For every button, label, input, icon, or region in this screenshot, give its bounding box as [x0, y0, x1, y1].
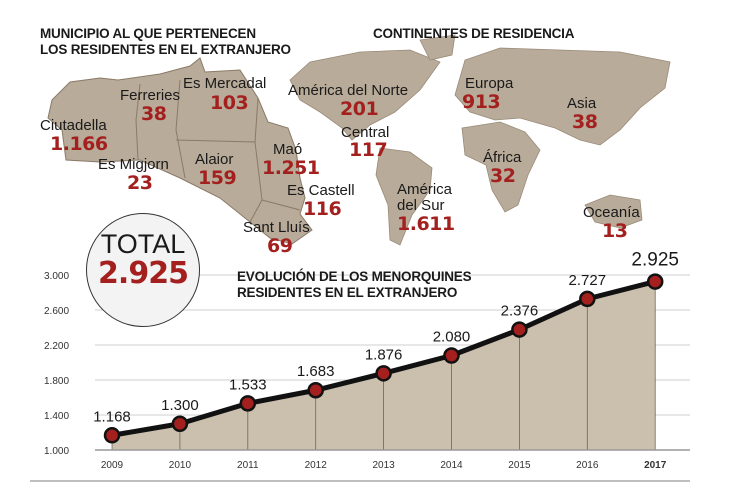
x-tick-label: 2013: [372, 460, 395, 471]
oceania-shape: [584, 194, 643, 229]
x-tick-label: 2010: [169, 460, 192, 471]
municipality-value: 38: [141, 103, 167, 125]
data-label: 2.080: [433, 329, 471, 346]
y-tick-label: 1.400: [44, 411, 69, 422]
continent-value: 13: [602, 220, 628, 242]
data-point: [375, 365, 392, 382]
data-point: [239, 395, 257, 412]
data-label: 1.168: [93, 408, 131, 425]
world-map: [289, 34, 671, 246]
north-america-shape: [289, 49, 441, 141]
continent-value: 201: [340, 98, 379, 120]
data-label: 1.876: [365, 346, 403, 363]
maps: [47, 34, 671, 246]
municipality-value: 116: [303, 198, 342, 220]
x-tick-label: 2014: [440, 460, 463, 471]
y-tick-label: 1.000: [44, 446, 69, 457]
data-point: [579, 290, 596, 308]
y-tick-label: 2.600: [44, 306, 69, 317]
x-tick-label: 2012: [305, 460, 328, 471]
south-america-shape: [375, 147, 433, 246]
continent-value: 913: [462, 91, 501, 113]
municipality-value: 103: [210, 92, 249, 114]
continent-name: Central: [341, 124, 390, 141]
europe-asia-shape: [454, 47, 671, 146]
x-tick-label: 2017: [644, 460, 667, 471]
continent-name: África: [483, 149, 522, 166]
data-label: 1.533: [229, 376, 267, 393]
continent-name: América: [397, 181, 453, 198]
municipality-name: Ferreries: [120, 87, 181, 104]
municipality-name: Es Mercadal: [183, 75, 267, 92]
y-tick-label: 2.200: [44, 341, 69, 352]
municipality-name: Sant Lluís: [243, 219, 310, 236]
x-tick-label: 2009: [101, 460, 124, 471]
y-tick-label: 3.000: [44, 271, 69, 282]
y-tick-label: 1.800: [44, 376, 69, 387]
continent-value: 1.611: [397, 213, 455, 235]
municipality-name: Es Castell: [287, 182, 355, 199]
continent-value: 38: [572, 111, 598, 133]
data-label: 2.376: [501, 303, 539, 320]
municipality-name: Ciutadella: [40, 117, 107, 134]
continent-value: 32: [490, 165, 516, 187]
municipality-value: 1.251: [262, 157, 320, 179]
municipality-name: Es Migjorn: [98, 156, 169, 173]
data-label: 1.300: [161, 397, 199, 414]
continent-name: América del Norte: [288, 82, 409, 99]
map-title-line1: MUNICIPIO AL QUE PERTENECEN: [40, 26, 256, 41]
chart-title-line2: RESIDENTES EN EL EXTRANJERO: [237, 285, 458, 300]
total-badge: TOTAL 2.925: [86, 213, 200, 327]
data-point: [646, 273, 664, 290]
municipality-name: Alaior: [195, 151, 234, 168]
data-label: 2.925: [631, 250, 679, 271]
municipality-value: 1.166: [50, 133, 108, 155]
total-label: TOTAL: [100, 229, 186, 259]
municipality-name: Maó: [273, 141, 303, 158]
municipality-borders: [135, 79, 301, 223]
continent-name: Asia: [567, 95, 597, 112]
x-tick-label: 2015: [508, 460, 531, 471]
municipality-value: 159: [198, 167, 237, 189]
data-point: [511, 321, 528, 338]
map-title-line2: LOS RESIDENTES EN EL EXTRANJERO: [40, 42, 291, 57]
x-tick-label: 2011: [237, 460, 259, 471]
municipality-value: 69: [267, 235, 293, 257]
continent-value: 117: [349, 139, 388, 161]
data-label: 2.727: [569, 272, 607, 289]
continent-name: Europa: [465, 75, 514, 92]
continent-name-line2: del Sur: [397, 197, 445, 214]
data-label: 1.683: [297, 363, 335, 380]
data-point: [103, 427, 121, 444]
data-point: [171, 415, 189, 432]
data-point: [307, 381, 324, 399]
chart-title-line1: EVOLUCIÓN DE LOS MENORQUINES: [237, 269, 472, 284]
continents-title: CONTINENTES DE RESIDENCIA: [373, 26, 575, 41]
greenland-shape: [419, 34, 456, 61]
x-tick-label: 2016: [576, 460, 599, 471]
africa-shape: [461, 121, 541, 213]
continent-name: Oceanía: [583, 204, 640, 221]
municipality-value: 23: [127, 172, 153, 194]
data-point: [443, 347, 460, 364]
total-value: 2.925: [98, 256, 189, 291]
